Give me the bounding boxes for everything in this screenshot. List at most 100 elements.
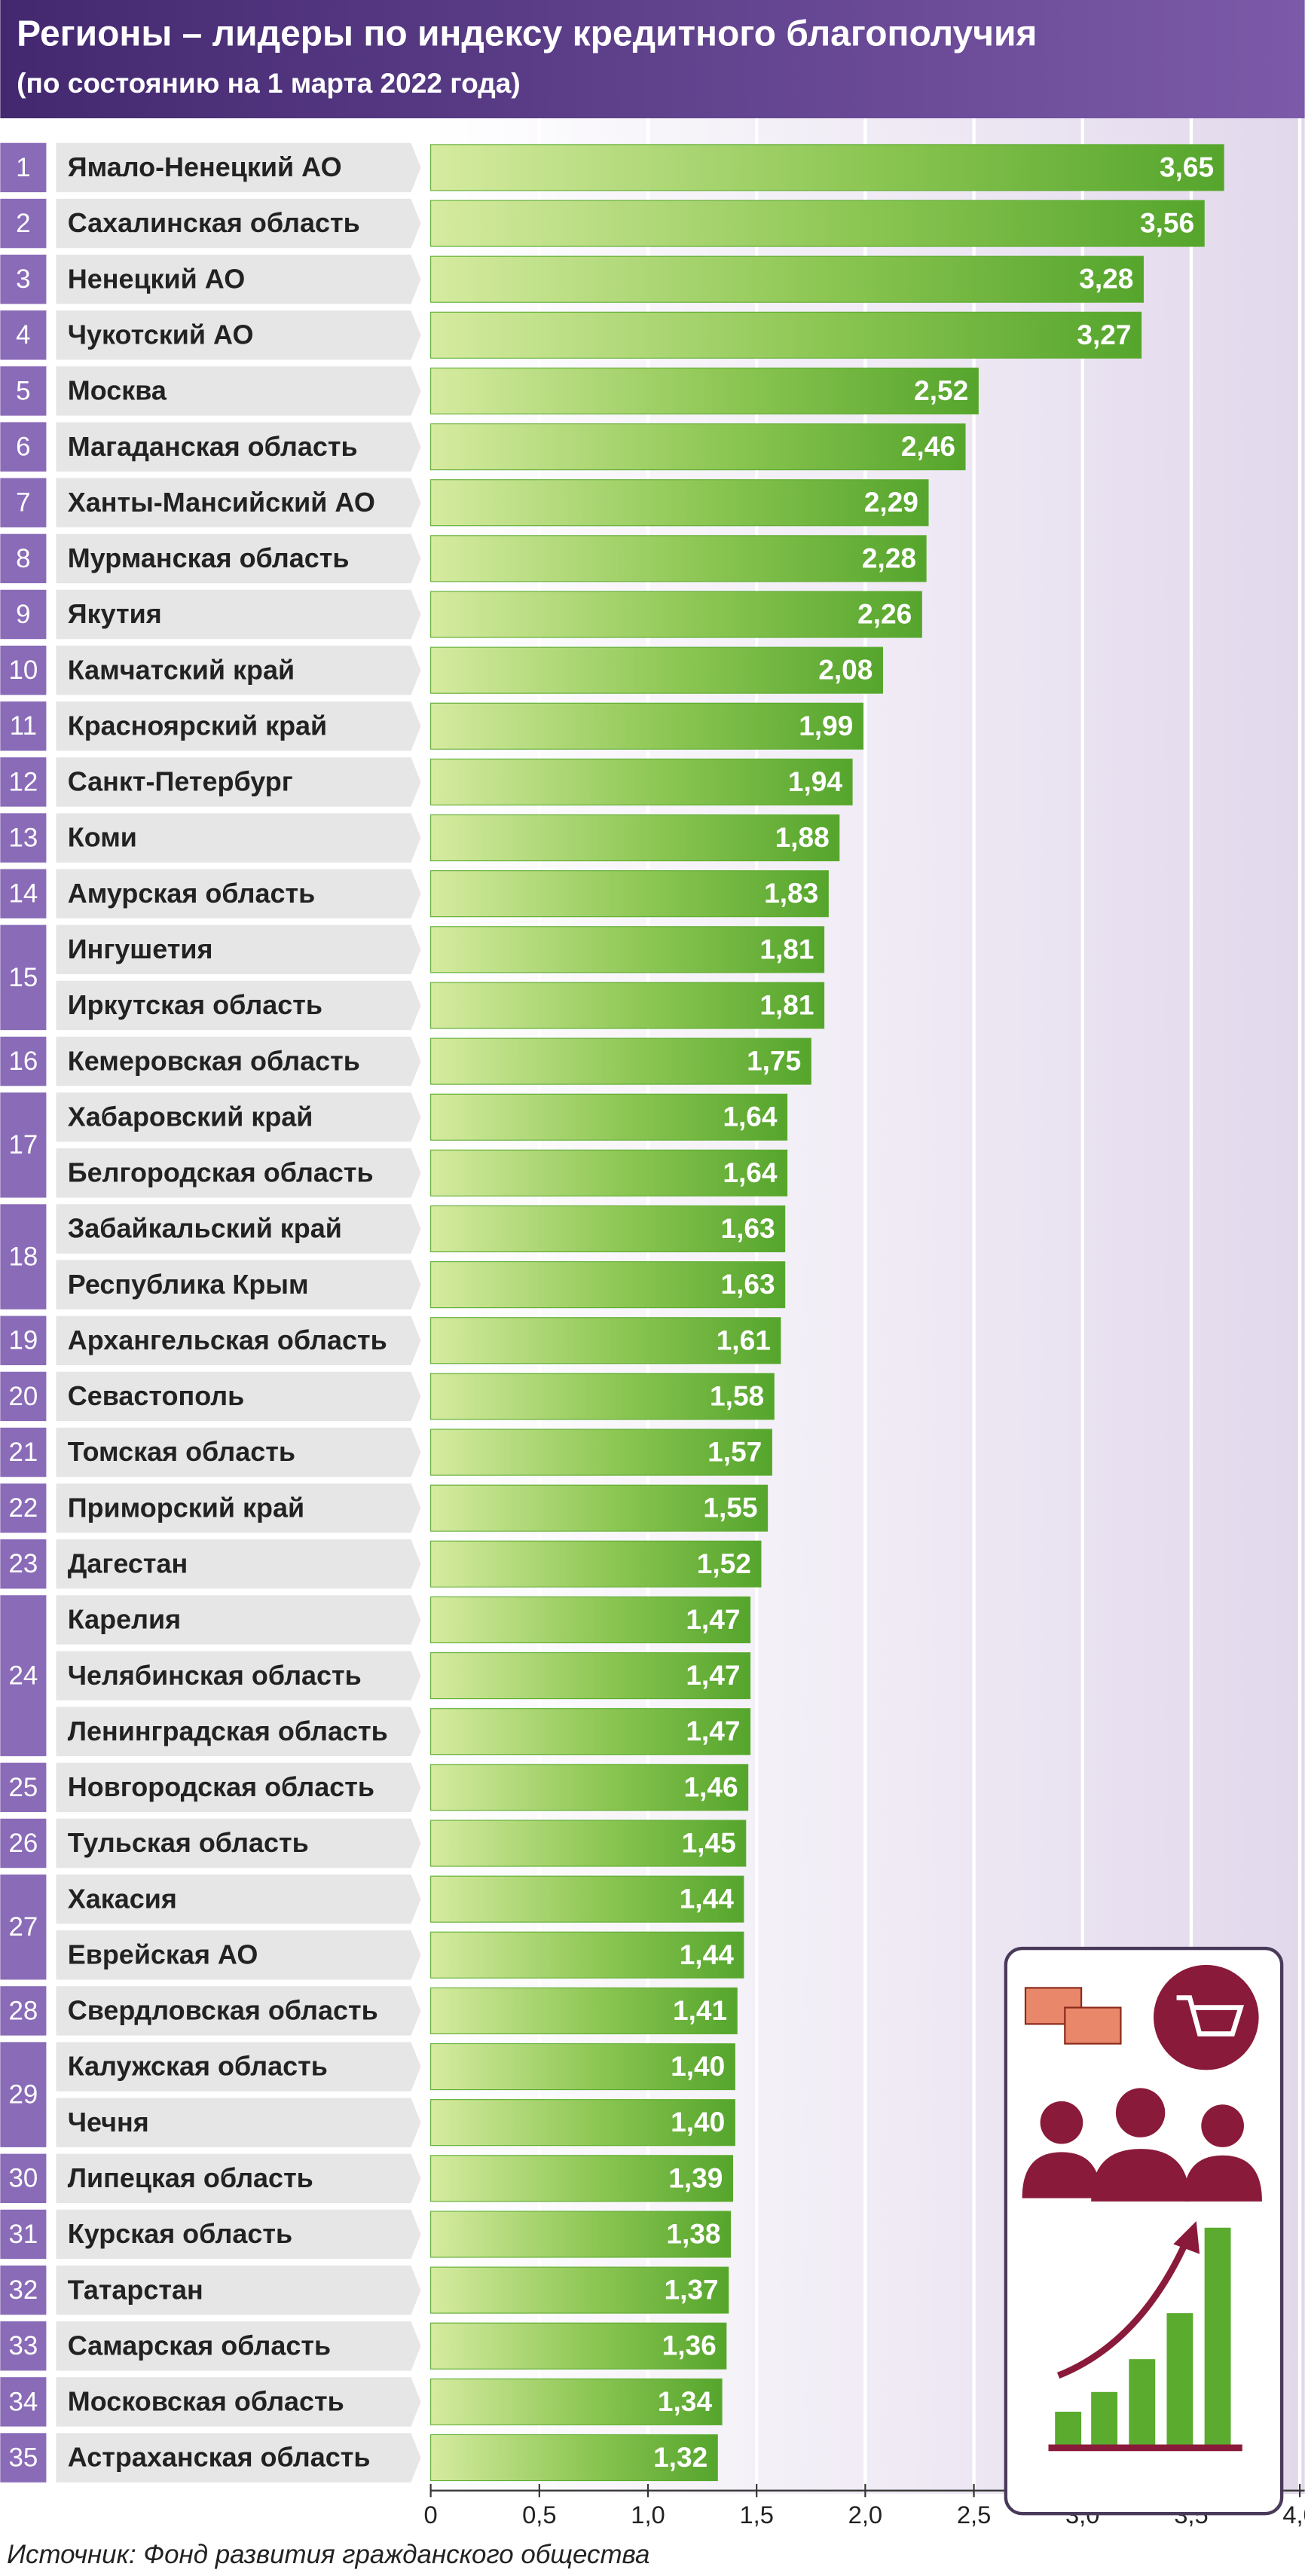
value-label: 2,28 <box>862 542 916 573</box>
rank-label: 26 <box>8 1829 38 1858</box>
category-label: Липецкая область <box>68 2162 313 2193</box>
value-label: 1,47 <box>686 1603 740 1635</box>
rank-box <box>0 1427 47 1477</box>
name-box <box>56 142 421 193</box>
rank-label: 11 <box>10 711 37 741</box>
bar <box>430 1875 744 1923</box>
rank-label: 22 <box>8 1493 38 1523</box>
rank-box <box>0 2377 47 2427</box>
rank-label: 17 <box>8 1130 38 1160</box>
bar <box>430 2155 734 2202</box>
name-box <box>56 1930 421 1980</box>
x-tick-label: 2,5 <box>957 2501 991 2529</box>
value-label: 1,37 <box>665 2274 719 2306</box>
rank-label: 3 <box>16 264 30 294</box>
plot: 00,51,01,52,02,53,03,54,0123456789101112… <box>0 118 1305 2529</box>
bar <box>430 646 883 694</box>
rank-box <box>0 813 47 863</box>
category-label: Мурманская область <box>68 542 350 573</box>
name-box <box>56 2209 421 2260</box>
rank-box <box>0 757 47 807</box>
name-box <box>56 1595 421 1645</box>
rank-label: 14 <box>8 879 38 909</box>
value-label: 1,94 <box>788 765 843 797</box>
name-box <box>56 701 421 751</box>
rank-box <box>0 1762 47 1813</box>
name-box <box>56 533 421 584</box>
rank-label: 12 <box>8 767 38 796</box>
category-label: Красноярский край <box>68 710 327 741</box>
category-label: Новгородская область <box>68 1771 374 1802</box>
value-label: 1,57 <box>708 1436 762 1468</box>
category-label: Ингушетия <box>68 934 213 964</box>
category-label: Севастополь <box>68 1380 245 1411</box>
rank-label: 9 <box>16 600 30 629</box>
category-label: Челябинская область <box>68 1660 362 1691</box>
value-label: 3,27 <box>1077 319 1131 350</box>
rank-label: 20 <box>8 1382 38 1411</box>
bar <box>430 200 1205 247</box>
value-label: 1,99 <box>799 710 853 741</box>
category-label: Томская область <box>68 1436 295 1467</box>
category-label: Камчатский край <box>68 654 295 685</box>
cart-shape <box>1176 1995 1245 2037</box>
category-label: Амурская область <box>68 878 315 909</box>
bar <box>430 2322 727 2370</box>
rank-label: 31 <box>8 2220 38 2249</box>
rank-label: 25 <box>8 1773 38 1802</box>
rank-label: 18 <box>8 1242 38 1271</box>
value-label: 1,40 <box>671 2106 725 2137</box>
value-label: 1,55 <box>703 1492 757 1523</box>
category-label: Еврейская АО <box>68 1939 258 1969</box>
rank-box <box>0 1595 47 1756</box>
value-label: 1,34 <box>658 2385 713 2417</box>
category-label: Белгородская область <box>68 1157 374 1188</box>
rank-box <box>0 1874 47 1980</box>
bar <box>430 1652 751 1700</box>
chart-subtitle: (по состоянию на 1 марта 2022 года) <box>17 67 521 99</box>
rank-label: 21 <box>8 1438 38 1467</box>
name-box <box>56 2265 421 2315</box>
name-box <box>56 645 421 695</box>
bar <box>430 423 966 471</box>
category-label: Чечня <box>68 2107 149 2137</box>
person-icon <box>1115 2088 1166 2137</box>
value-label: 2,52 <box>914 374 968 406</box>
bar <box>430 144 1224 191</box>
name-box <box>56 980 421 1031</box>
bar <box>430 1205 786 1253</box>
money-icon <box>1064 2006 1122 2045</box>
value-label: 1,75 <box>747 1045 801 1077</box>
rank-box <box>0 366 47 416</box>
value-label: 2,46 <box>901 430 955 462</box>
name-box <box>56 869 421 918</box>
category-label: Забайкальский край <box>68 1213 342 1244</box>
name-box <box>56 1651 421 1701</box>
rank-label: 8 <box>16 544 30 573</box>
rank-label: 16 <box>8 1047 38 1076</box>
rank-box <box>0 589 47 640</box>
bar <box>430 591 922 638</box>
value-label: 2,08 <box>818 654 873 686</box>
category-label: Кемеровская область <box>68 1045 360 1076</box>
rank-box <box>0 310 47 360</box>
rank-label: 15 <box>8 963 38 992</box>
value-label: 1,38 <box>666 2217 720 2249</box>
category-label: Хабаровский край <box>68 1101 313 1132</box>
name-box <box>56 2433 421 2483</box>
value-label: 1,81 <box>759 933 814 964</box>
rank-box <box>0 701 47 751</box>
x-tick-label: 1,0 <box>631 2501 665 2529</box>
category-label: Ненецкий АО <box>68 263 246 294</box>
x-tick-label: 0 <box>424 2501 438 2529</box>
bar <box>430 1037 811 1085</box>
category-label: Ханты-Мансийский АО <box>68 487 375 518</box>
rank-label: 30 <box>8 2164 38 2193</box>
person-icon <box>1040 2101 1083 2144</box>
rank-box <box>0 869 47 918</box>
deco-bar <box>1166 2313 1193 2445</box>
bar <box>430 926 825 973</box>
name-box <box>56 1036 421 1086</box>
deco-arrowhead <box>1173 2221 1200 2254</box>
value-label: 1,36 <box>662 2330 717 2361</box>
